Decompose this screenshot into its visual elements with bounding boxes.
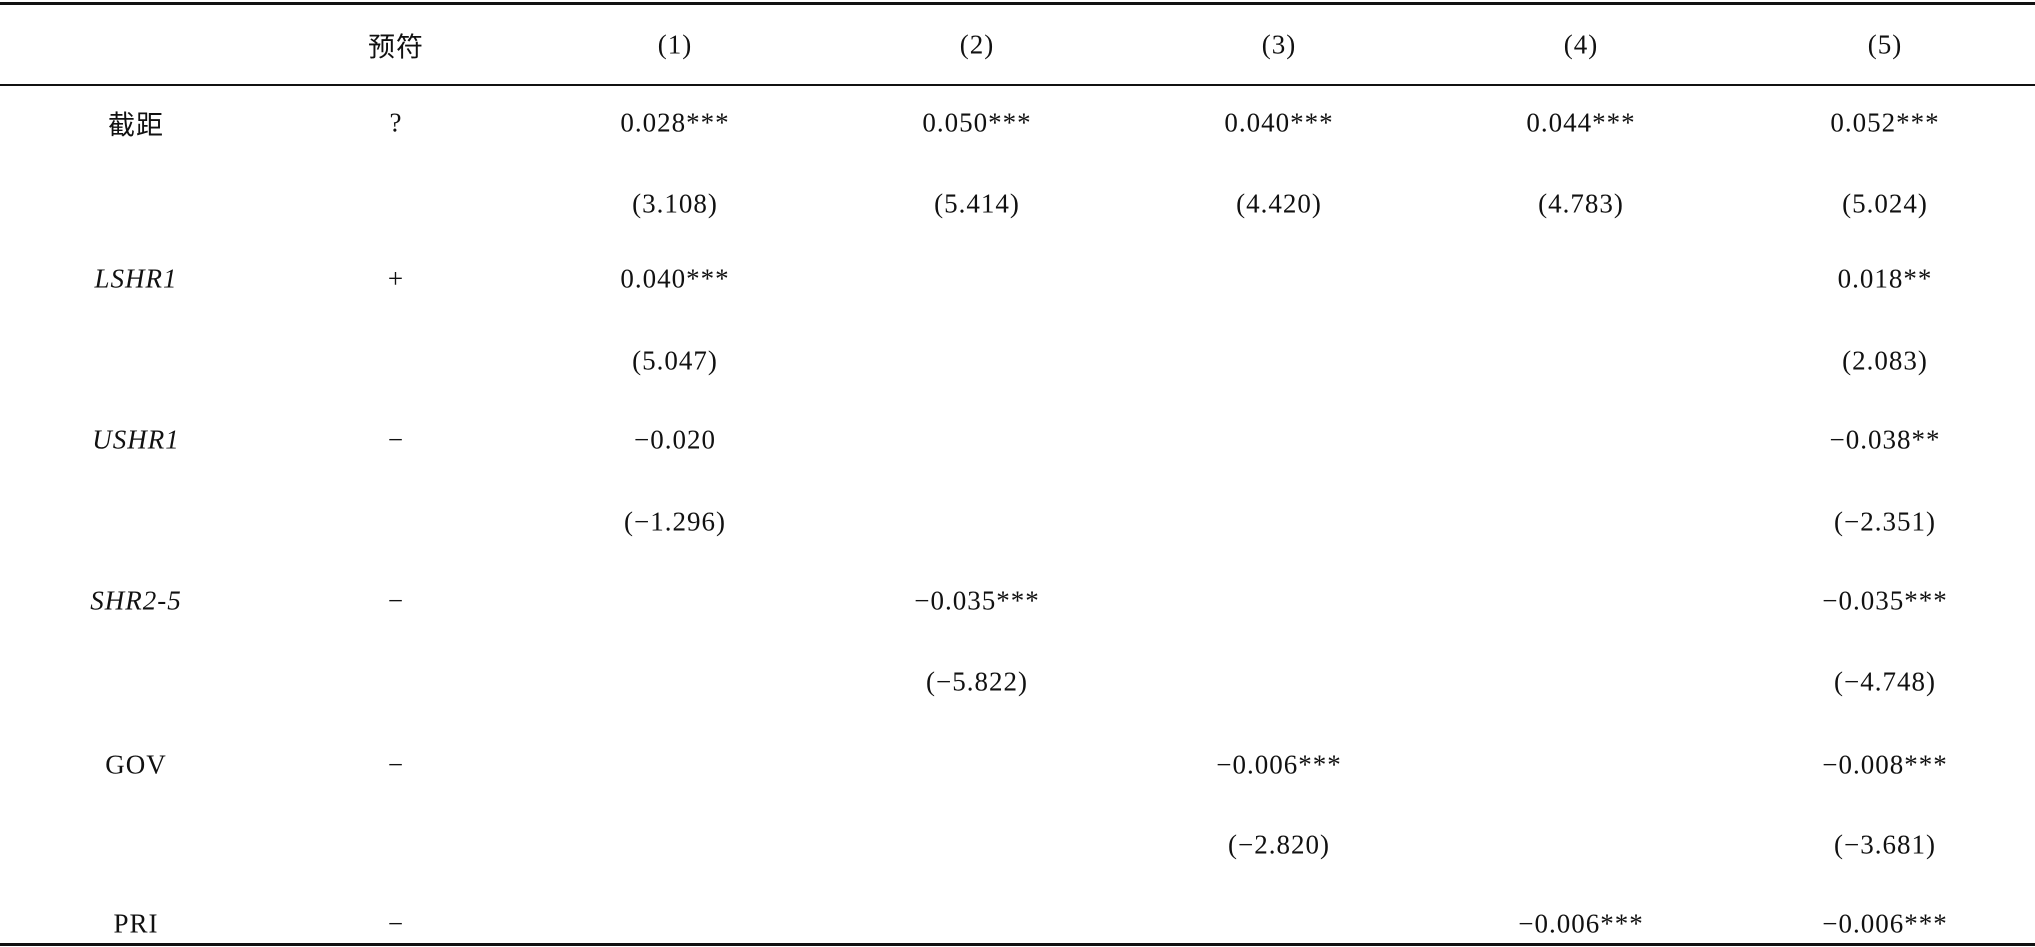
cell-value: (−4.748) (1834, 666, 1936, 697)
expected-sign: ? (389, 107, 403, 138)
cell-value: (−1.296) (624, 506, 726, 537)
header-column: (2) (959, 29, 995, 60)
cell-value: 0.040*** (1224, 107, 1334, 138)
row-label: GOV (105, 749, 167, 780)
header-column: (4) (1563, 29, 1599, 60)
cell-value: 0.052*** (1830, 107, 1940, 138)
row-label: 截距 (108, 110, 164, 141)
cell-value: −0.006*** (1216, 749, 1342, 780)
cell-value: (4.783) (1538, 188, 1624, 219)
bottom-rule (0, 943, 2035, 946)
cell-value: 0.028*** (620, 107, 730, 138)
row-label: USHR1 (92, 424, 180, 455)
header-column: (5) (1867, 29, 1903, 60)
cell-value: −0.035*** (1822, 585, 1948, 616)
cell-value: −0.038** (1829, 424, 1941, 455)
cell-value: 0.040*** (620, 263, 730, 294)
cell-value: (5.024) (1842, 188, 1928, 219)
header-column: (1) (657, 29, 693, 60)
cell-value: (3.108) (632, 188, 718, 219)
cell-value: 0.018** (1837, 263, 1933, 294)
cell-value: 0.050*** (922, 107, 1032, 138)
cell-value: (5.047) (632, 345, 718, 376)
expected-sign: + (387, 263, 405, 294)
header-column: (3) (1261, 29, 1297, 60)
cell-value: −0.008*** (1822, 749, 1948, 780)
header-rule (0, 84, 2035, 86)
cell-value: (2.083) (1842, 345, 1928, 376)
top-rule (0, 2, 2035, 5)
expected-sign: − (387, 749, 405, 780)
cell-value: 0.044*** (1526, 107, 1636, 138)
cell-value: (−3.681) (1834, 829, 1936, 860)
cell-value: (−5.822) (926, 666, 1028, 697)
row-label: LSHR1 (94, 263, 178, 294)
expected-sign: − (387, 585, 405, 616)
row-label: SHR2-5 (90, 585, 182, 616)
header-sign: 预符 (368, 32, 424, 63)
cell-value: −0.035*** (914, 585, 1040, 616)
expected-sign: − (387, 424, 405, 455)
cell-value: (−2.820) (1228, 829, 1330, 860)
cell-value: −0.006*** (1518, 908, 1644, 939)
expected-sign: − (387, 908, 405, 939)
cell-value: (4.420) (1236, 188, 1322, 219)
cell-value: −0.006*** (1822, 908, 1948, 939)
row-label: PRI (113, 908, 159, 939)
cell-value: (5.414) (934, 188, 1020, 219)
cell-value: (−2.351) (1834, 506, 1936, 537)
cell-value: −0.020 (634, 424, 716, 455)
